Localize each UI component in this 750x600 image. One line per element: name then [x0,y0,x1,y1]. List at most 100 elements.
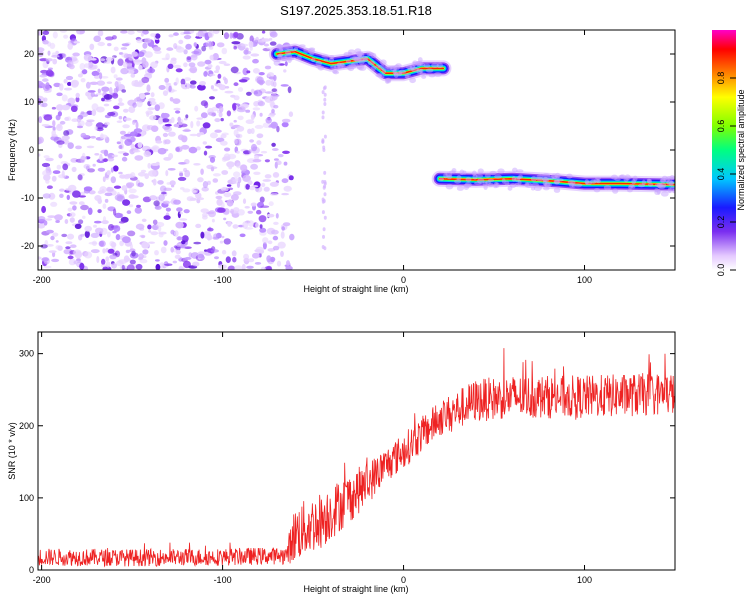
track-speckle [330,65,337,69]
noise-speckle [87,207,93,215]
snr-panel: -200 -100 0 100 0 100 200 300 Height of straig… [7,331,676,594]
track-speckle [524,182,530,188]
noise-speckle [167,63,174,69]
noise-speckle [99,58,106,62]
noise-speckle [197,253,205,259]
noise-speckle [237,209,245,216]
noise-speckle [141,76,150,84]
noise-speckle [322,227,326,232]
noise-speckle [197,84,206,91]
noise-speckle [263,186,270,192]
spectrogram-y-ticks: -20 -10 0 10 20 [21,49,675,251]
noise-speckle [55,220,60,223]
noise-speckle [97,198,102,205]
noise-speckle [323,102,327,106]
noise-speckle [104,192,113,197]
noise-speckle [322,145,326,150]
noise-speckle [48,250,57,254]
noise-speckle [184,77,191,81]
noise-speckle [173,123,180,128]
track-speckle [310,57,316,62]
noise-speckle [99,134,108,140]
noise-speckle [207,64,213,69]
y-tick-label: 0 [29,565,34,575]
noise-speckle [72,205,77,211]
noise-speckle [195,192,202,200]
noise-speckle [236,133,243,139]
noise-speckle [265,79,272,86]
noise-speckle [148,170,157,177]
noise-speckle [90,249,100,254]
noise-speckle [42,170,50,177]
noise-speckle [39,58,48,62]
noise-speckle [66,194,71,200]
noise-speckle [261,182,266,188]
noise-speckle [280,250,284,257]
noise-speckle [170,246,174,253]
noise-speckle [157,180,164,185]
noise-speckle [213,233,219,239]
noise-speckle [47,70,55,77]
noise-speckle [151,125,159,132]
noise-speckle [253,89,263,97]
x-tick-label: -200 [33,575,51,585]
noise-speckle [321,179,325,184]
noise-speckle [159,185,167,193]
noise-speckle [227,220,232,227]
noise-speckle [233,31,239,38]
noise-speckle [113,208,117,216]
noise-speckle [159,262,165,267]
noise-speckle [238,106,246,111]
noise-speckle [115,77,123,81]
noise-speckle [244,50,252,55]
noise-speckle [127,30,135,35]
noise-speckle [165,82,172,86]
noise-speckle [283,185,292,192]
snr-x-ticks: -200 -100 0 100 [33,332,592,585]
track-speckle [497,168,505,174]
noise-speckle [185,114,189,119]
noise-speckle [247,128,252,134]
noise-speckle [175,221,184,229]
noise-speckle [70,79,79,87]
track-speckle [628,185,633,190]
noise-speckle [46,185,53,189]
noise-speckle [141,145,151,152]
track-speckle [298,44,306,48]
noise-speckle [272,81,277,88]
signal-track-lower [431,167,675,197]
noise-speckle [122,61,128,68]
noise-speckle [220,202,225,209]
track-speckle [483,184,488,190]
noise-speckle [93,35,101,43]
noise-speckle [51,175,57,182]
noise-speckle [133,59,142,65]
noise-speckle [81,69,88,75]
noise-speckle [56,140,65,145]
noise-speckle [236,150,240,154]
track-speckle [396,72,402,77]
track-speckle [462,170,467,175]
noise-speckle [269,192,279,196]
noise-speckle [113,225,121,232]
noise-speckle [252,159,262,163]
noise-speckle [109,254,117,260]
noise-speckle [107,43,112,47]
noise-speckle [233,171,241,178]
noise-speckle [106,81,113,84]
noise-speckle [150,101,157,106]
noise-speckle [252,107,261,111]
snr-x-axis-label: Height of straight line (km) [303,584,408,594]
noise-speckle [220,186,229,192]
noise-speckle [99,72,103,80]
noise-speckle [170,58,177,65]
noise-speckle [126,264,135,270]
noise-speckle [132,120,136,125]
noise-speckle [51,54,60,58]
noise-speckle [69,212,76,218]
noise-speckle [260,150,268,154]
noise-speckle [287,86,292,94]
noise-speckle [226,184,232,187]
noise-speckle [164,139,171,145]
noise-speckle [232,103,237,111]
